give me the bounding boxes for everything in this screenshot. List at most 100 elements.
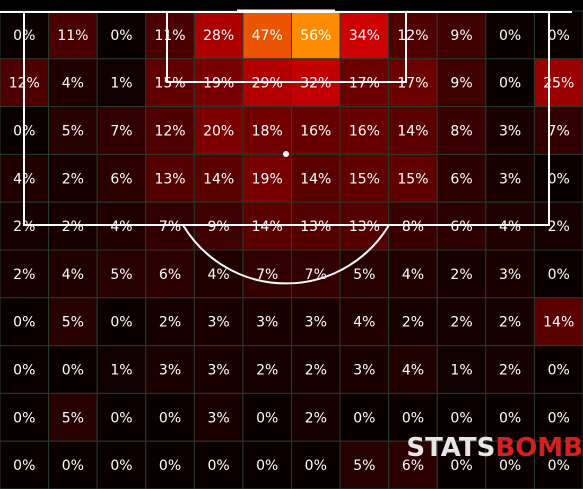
cell-value-label: 6% bbox=[450, 171, 472, 187]
cell-value-label: 15% bbox=[154, 76, 185, 92]
cell-value-label: 13% bbox=[300, 219, 331, 235]
heatmap-cell bbox=[339, 297, 390, 347]
cell-value-label: 12% bbox=[397, 28, 428, 44]
cell-value-label: 13% bbox=[154, 171, 185, 187]
cell-value-label: 0% bbox=[159, 458, 181, 474]
statsbomb-logo: STATSBOMB bbox=[406, 433, 583, 463]
cell-value-label: 3% bbox=[208, 363, 230, 379]
heatmap-cell bbox=[145, 440, 195, 489]
cell-value-label: 2% bbox=[159, 315, 181, 331]
heatmap-cell bbox=[436, 249, 487, 299]
cell-value-label: 0% bbox=[13, 410, 35, 426]
heatmap-cell bbox=[0, 249, 50, 299]
heatmap-cell bbox=[96, 201, 147, 251]
cell-value-label: 0% bbox=[13, 315, 35, 331]
cell-value-label: 3% bbox=[499, 124, 521, 140]
heatmap-cell bbox=[193, 440, 244, 489]
cell-value-label: 5% bbox=[353, 458, 375, 474]
heatmap-cell bbox=[96, 249, 147, 299]
cell-value-label: 14% bbox=[300, 171, 331, 187]
penalty-arc bbox=[182, 224, 390, 285]
cell-value-label: 13% bbox=[349, 219, 380, 235]
cell-value-label: 2% bbox=[548, 219, 570, 235]
heatmap-cell bbox=[291, 440, 341, 489]
cell-value-label: 2% bbox=[402, 315, 424, 331]
heatmap-cell bbox=[242, 249, 292, 299]
cell-value-label: 0% bbox=[353, 410, 375, 426]
cell-value-label: 32% bbox=[300, 76, 331, 92]
heatmap-cell bbox=[145, 297, 195, 347]
heatmap-cell bbox=[193, 106, 244, 155]
heatmap-cell bbox=[48, 392, 98, 442]
heatmap-cell bbox=[436, 58, 487, 108]
cell-value-label: 4% bbox=[110, 219, 132, 235]
cell-value-label: 4% bbox=[402, 363, 424, 379]
cell-value-label: 0% bbox=[548, 171, 570, 187]
heatmap-cell bbox=[96, 440, 147, 489]
cell-value-label: 9% bbox=[450, 28, 472, 44]
cell-value-label: 2% bbox=[256, 363, 278, 379]
cell-value-label: 25% bbox=[543, 76, 574, 92]
heatmap-cell bbox=[339, 249, 390, 299]
cell-value-label: 19% bbox=[252, 171, 283, 187]
cell-value-label: 4% bbox=[402, 267, 424, 283]
cell-value-label: 0% bbox=[62, 458, 84, 474]
cell-value-label: 5% bbox=[353, 267, 375, 283]
heatmap-cell bbox=[242, 201, 292, 251]
heatmap-cell bbox=[533, 10, 583, 60]
cell-value-label: 0% bbox=[110, 315, 132, 331]
heatmap-cell bbox=[48, 10, 98, 60]
cell-value-label: 4% bbox=[499, 219, 521, 235]
heatmap-cell bbox=[533, 392, 583, 442]
cell-value-label: 3% bbox=[499, 267, 521, 283]
cell-value-label: 1% bbox=[110, 363, 132, 379]
cell-value-label: 0% bbox=[62, 363, 84, 379]
cell-value-label: 0% bbox=[402, 410, 424, 426]
cell-value-label: 2% bbox=[499, 363, 521, 379]
cell-value-label: 4% bbox=[353, 315, 375, 331]
cell-value-label: 28% bbox=[203, 28, 234, 44]
cell-value-label: 0% bbox=[499, 410, 521, 426]
heatmap-cell bbox=[193, 10, 244, 60]
cell-value-label: 0% bbox=[450, 458, 472, 474]
heatmap-cell bbox=[436, 201, 487, 251]
cell-value-label: 8% bbox=[450, 124, 472, 140]
cell-value-label: 0% bbox=[499, 28, 521, 44]
cell-value-label: 7% bbox=[548, 124, 570, 140]
cell-value-label: 0% bbox=[110, 410, 132, 426]
cell-value-label: 20% bbox=[203, 124, 234, 140]
cell-value-label: 3% bbox=[305, 315, 327, 331]
cell-value-label: 29% bbox=[252, 76, 283, 92]
heatmap-cell bbox=[48, 249, 98, 299]
heatmap-cell bbox=[436, 10, 487, 60]
heatmap-cell bbox=[291, 392, 341, 442]
heatmap-cell bbox=[436, 440, 487, 489]
logo-stats: STATS bbox=[406, 433, 496, 463]
heatmap-cell bbox=[485, 345, 535, 394]
cell-value-label: 0% bbox=[548, 458, 570, 474]
heatmap-cell bbox=[193, 392, 244, 442]
heatmap-cell bbox=[339, 392, 390, 442]
cell-value-label: 6% bbox=[450, 219, 472, 235]
cell-value-label: 14% bbox=[543, 315, 574, 331]
cell-value-label: 19% bbox=[203, 76, 234, 92]
cell-value-label: 0% bbox=[548, 267, 570, 283]
cell-value-label: 2% bbox=[450, 267, 472, 283]
heatmap-cell bbox=[145, 249, 195, 299]
heatmap-cell bbox=[96, 106, 147, 155]
cell-value-label: 14% bbox=[252, 219, 283, 235]
cell-value-label: 5% bbox=[62, 315, 84, 331]
heatmap-cell bbox=[436, 153, 487, 203]
cell-value-label: 5% bbox=[110, 267, 132, 283]
cell-value-label: 12% bbox=[154, 124, 185, 140]
heatmap-cell bbox=[388, 297, 438, 347]
cell-value-label: 9% bbox=[208, 219, 230, 235]
cell-value-label: 0% bbox=[13, 458, 35, 474]
heatmap-cell bbox=[291, 297, 341, 347]
cell-value-label: 2% bbox=[305, 410, 327, 426]
cell-value-label: 34% bbox=[349, 28, 380, 44]
heatmap-cell bbox=[242, 345, 292, 394]
